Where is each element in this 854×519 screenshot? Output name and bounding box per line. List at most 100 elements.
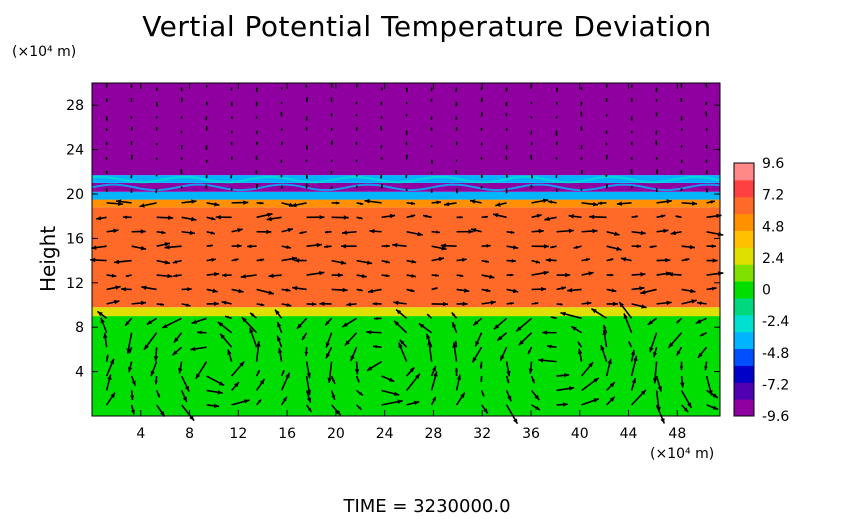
wind-arrow-head xyxy=(206,103,208,106)
wind-arrow-head xyxy=(506,128,508,130)
wind-arrow-head xyxy=(691,299,697,304)
colorbar-swatch xyxy=(734,297,754,316)
wind-arrow-head xyxy=(562,402,568,407)
wind-arrow-head xyxy=(156,89,158,91)
wind-arrow-head xyxy=(358,406,362,410)
wind-arrow-head xyxy=(130,98,133,100)
wind-arrow-head xyxy=(156,393,160,398)
wind-arrow-head xyxy=(680,118,683,121)
wind-arrow-head xyxy=(588,362,594,368)
wind-arrow-head xyxy=(656,99,658,101)
transition-streak-1 xyxy=(91,175,721,184)
wind-arrow-head xyxy=(190,346,196,352)
wind-arrow-head xyxy=(530,132,533,135)
wind-arrow-head xyxy=(464,288,470,293)
wind-arrow-head xyxy=(528,368,534,374)
wind-arrow-head xyxy=(140,300,147,306)
wind-arrow-head xyxy=(430,89,433,92)
wind-arrow-head xyxy=(630,169,633,172)
wind-arrow-head xyxy=(122,215,127,219)
wind-arrow-head xyxy=(217,321,224,327)
wind-arrow-head xyxy=(705,146,708,149)
wind-arrow-head xyxy=(417,231,423,237)
wind-arrow-head xyxy=(186,303,191,307)
wind-arrow-head xyxy=(711,286,717,291)
colorbar-swatch xyxy=(734,179,754,198)
wind-arrow-head xyxy=(380,103,383,106)
wind-arrow-head xyxy=(656,169,658,172)
wind-arrow-head xyxy=(366,329,372,335)
wind-arrow-head xyxy=(398,342,403,349)
wind-arrow-head xyxy=(431,366,436,372)
wind-arrow-head xyxy=(699,333,704,336)
wind-arrow-head xyxy=(555,133,558,136)
wind-arrow-head xyxy=(206,85,208,87)
wind-arrow-head xyxy=(530,184,533,187)
wind-arrow-head xyxy=(518,340,524,346)
wind-arrow-head xyxy=(231,117,233,119)
wind-arrow-head xyxy=(556,103,558,105)
wind-arrow-head xyxy=(316,242,322,248)
wind-arrow-head xyxy=(256,141,258,144)
wind-arrow-head xyxy=(641,304,647,309)
wind-arrow-head xyxy=(631,157,633,159)
wind-arrow-head xyxy=(281,102,282,104)
wind-arrow-head xyxy=(113,259,120,265)
wind-arrow-head xyxy=(296,323,302,329)
wind-arrow-head xyxy=(221,300,227,305)
wind-arrow-head xyxy=(507,395,512,402)
wind-arrow-head xyxy=(291,256,298,261)
wind-arrow-head xyxy=(619,301,625,308)
wind-arrow-head xyxy=(105,157,107,159)
wind-arrow-head xyxy=(440,243,446,248)
wind-arrow-head xyxy=(636,244,642,249)
wind-arrow-head xyxy=(577,341,581,345)
wind-arrow-head xyxy=(500,355,505,361)
wind-arrow-head xyxy=(462,301,468,307)
wind-arrow-head xyxy=(231,156,233,158)
wind-arrow-head xyxy=(405,133,408,136)
wind-arrow-head xyxy=(444,201,450,207)
x-axis-unit: (×10⁴ m) xyxy=(650,446,715,462)
wind-arrow-head xyxy=(405,141,408,144)
wind-arrow-head xyxy=(210,231,215,235)
wind-arrow-head xyxy=(159,411,165,417)
wind-arrow-head xyxy=(545,257,551,263)
wind-arrow-head xyxy=(639,286,645,291)
wind-arrow-head xyxy=(455,118,458,120)
wind-arrow-head xyxy=(121,287,126,292)
wind-arrow-head xyxy=(623,313,628,319)
wind-arrow-head xyxy=(344,340,350,346)
colorbar-swatch xyxy=(734,331,754,350)
wind-arrow-head xyxy=(327,377,332,383)
colorbar-swatch xyxy=(734,281,754,299)
wind-arrow-head xyxy=(591,308,597,314)
y-tick-label: 24 xyxy=(66,143,84,159)
wind-arrow-head xyxy=(113,228,119,234)
wind-arrow-head xyxy=(231,132,233,134)
wind-arrow-head xyxy=(528,350,532,355)
wind-arrow-head xyxy=(647,320,654,325)
wind-arrow-head xyxy=(592,202,599,207)
wind-arrow-head xyxy=(280,175,283,178)
wind-arrow-head xyxy=(319,270,325,276)
colorbar-label: 2.4 xyxy=(762,251,784,267)
wind-arrow-head xyxy=(106,190,108,192)
wind-arrow-head xyxy=(359,202,364,205)
wind-arrow-head xyxy=(687,402,692,408)
wind-arrow-head xyxy=(324,230,329,234)
colorbar-swatch xyxy=(734,247,754,265)
wind-arrow-head xyxy=(114,299,120,305)
wind-arrow-head xyxy=(430,127,433,129)
wind-arrow-head xyxy=(372,301,377,306)
wind-arrow-head xyxy=(396,309,402,315)
wind-arrow-head xyxy=(531,117,532,119)
wind-arrow-head xyxy=(281,370,285,374)
wind-arrow-head xyxy=(211,216,216,221)
wind-arrow-head xyxy=(484,215,488,219)
wind-arrow-head xyxy=(680,170,683,173)
x-tick-label: 40 xyxy=(571,426,589,442)
wind-arrow-head xyxy=(311,302,317,307)
wind-arrow-head xyxy=(361,273,367,279)
